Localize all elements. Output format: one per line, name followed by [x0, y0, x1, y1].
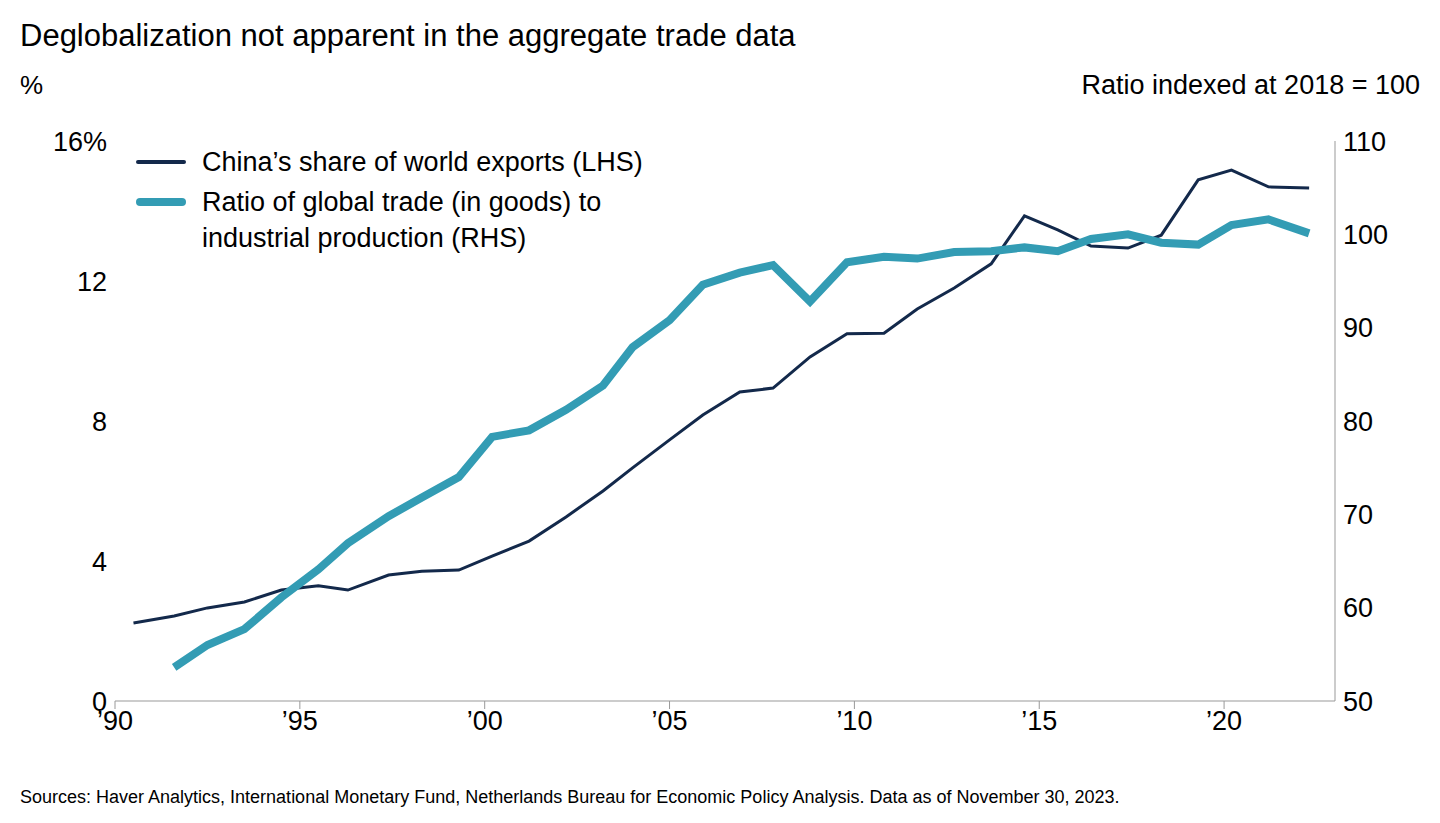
svg-text:70: 70 [1343, 500, 1373, 530]
svg-text:100: 100 [1343, 220, 1388, 250]
svg-text:’95: ’95 [282, 706, 318, 736]
svg-text:’90: ’90 [97, 706, 133, 737]
html-text:Deglobalization not apparent i: Deglobalization not apparent in the aggr… [20, 18, 796, 53]
svg-text:’05: ’05 [652, 706, 688, 736]
svg-text:8: 8 [92, 407, 107, 437]
svg-text:110: 110 [1343, 127, 1386, 157]
html-text:Sources: Haver Analytics, Inte: Sources: Haver Analytics, International … [20, 787, 1120, 807]
html-text:Ratio of global trade (in good: Ratio of global trade (in goods) to indu… [202, 187, 602, 253]
html-text:Ratio indexed at 2018 = 100: Ratio indexed at 2018 = 100 [1081, 70, 1420, 100]
svg-text:’20: ’20 [1206, 706, 1242, 736]
svg-text:12: 12 [77, 267, 107, 297]
svg-text:4: 4 [92, 547, 107, 577]
svg-text:’00: ’00 [467, 706, 503, 736]
svg-text:50: 50 [1343, 687, 1373, 717]
svg-text:’10: ’10 [836, 706, 872, 736]
html-text:China’s share of world exports: China’s share of world exports (LHS) [202, 147, 643, 177]
svg-text:80: 80 [1343, 407, 1373, 437]
svg-text:0: 0 [92, 687, 107, 717]
svg-text:90: 90 [1343, 313, 1373, 343]
svg-text:16%: 16% [53, 127, 107, 157]
svg-text:60: 60 [1343, 593, 1373, 623]
svg-text:’15: ’15 [1021, 706, 1057, 736]
